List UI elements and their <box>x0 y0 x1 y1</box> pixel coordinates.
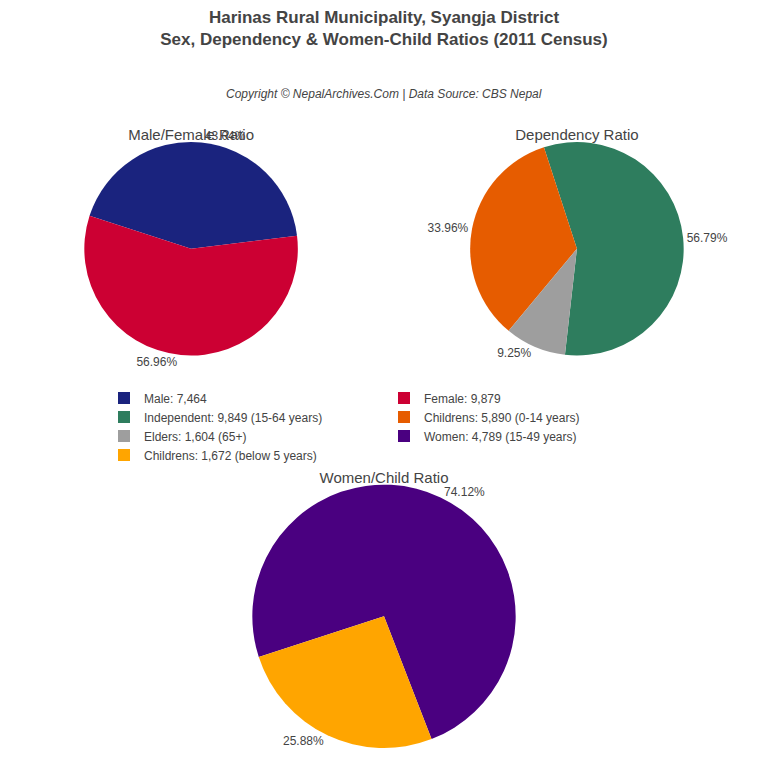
svg-text:Elders: 1,604 (65+): Elders: 1,604 (65+) <box>144 430 246 444</box>
svg-text:33.96%: 33.96% <box>428 221 469 235</box>
svg-text:Dependency Ratio: Dependency Ratio <box>515 126 638 143</box>
svg-text:Independent: 9,849 (15-64 year: Independent: 9,849 (15-64 years) <box>144 411 322 425</box>
svg-text:74.12%: 74.12% <box>444 485 485 499</box>
svg-text:Copyright © NepalArchives.Com: Copyright © NepalArchives.Com | Data Sou… <box>226 87 542 101</box>
svg-text:9.25%: 9.25% <box>497 346 531 360</box>
svg-text:Childrens: 1,672 (below 5 year: Childrens: 1,672 (below 5 years) <box>144 449 317 463</box>
svg-text:Harinas Rural Municipality, Sy: Harinas Rural Municipality, Syangja Dist… <box>160 8 607 49</box>
svg-text:Male/Female Ratio: Male/Female Ratio <box>128 126 254 143</box>
svg-text:Male: 7,464: Male: 7,464 <box>144 392 207 406</box>
svg-text:56.79%: 56.79% <box>687 231 728 245</box>
svg-text:56.96%: 56.96% <box>136 355 177 369</box>
svg-text:Childrens: 5,890 (0-14 years): Childrens: 5,890 (0-14 years) <box>424 411 579 425</box>
svg-text:43.04%: 43.04% <box>205 129 246 143</box>
svg-text:Female: 9,879: Female: 9,879 <box>424 392 501 406</box>
svg-text:Women: 4,789 (15-49 years): Women: 4,789 (15-49 years) <box>424 430 577 444</box>
svg-text:Women/Child Ratio: Women/Child Ratio <box>320 469 449 486</box>
svg-text:25.88%: 25.88% <box>283 734 324 748</box>
